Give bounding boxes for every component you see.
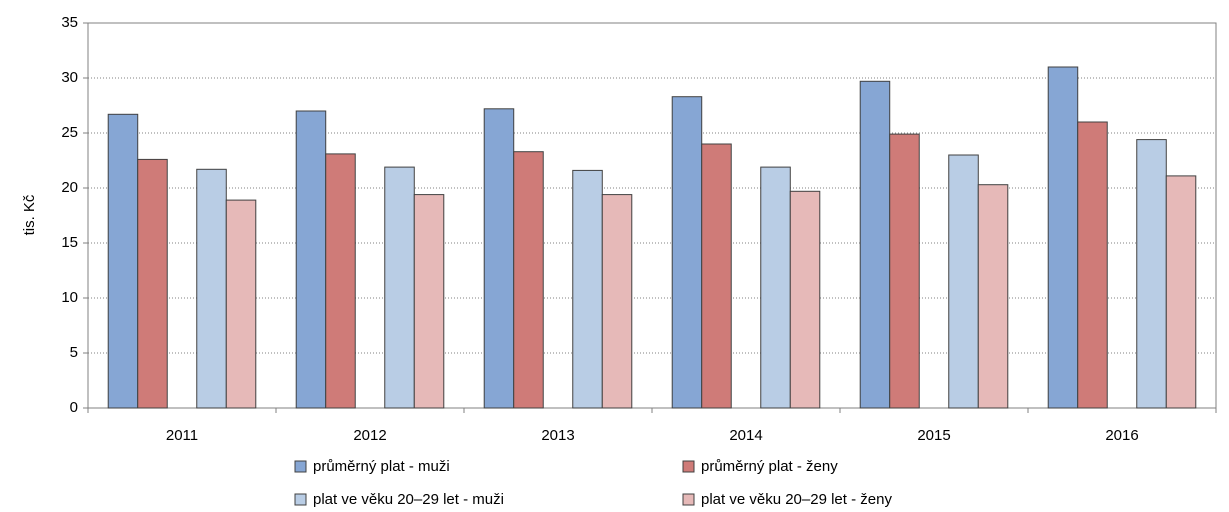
y-tick-label: 20 <box>61 179 78 196</box>
legend-swatch <box>682 493 695 506</box>
legend-label: plat ve věku 20–29 let - ženy <box>701 491 892 508</box>
x-tick-label: 2015 <box>917 427 950 444</box>
x-tick-label: 2014 <box>729 427 762 444</box>
bar <box>413 194 445 409</box>
bar <box>513 151 544 409</box>
x-tick-label: 2011 <box>166 427 198 444</box>
legend-label: průměrný plat - ženy <box>701 458 838 475</box>
y-tick-label: 35 <box>61 14 78 31</box>
bar <box>1077 121 1108 409</box>
bar <box>1047 66 1079 409</box>
bar <box>572 169 603 409</box>
legend-label: plat ve věku 20–29 let - muži <box>313 491 504 508</box>
y-tick-label: 30 <box>61 69 78 86</box>
bar <box>948 154 979 409</box>
bar <box>760 166 791 409</box>
y-axis-label: tis. Kč <box>21 194 38 235</box>
bar <box>295 110 327 409</box>
plot-border <box>87 22 1217 409</box>
bar <box>859 80 891 409</box>
bar <box>137 158 168 409</box>
bar <box>977 184 1009 409</box>
bar <box>1165 175 1197 409</box>
bar <box>384 166 415 409</box>
y-tick-label: 5 <box>70 344 78 361</box>
legend-swatch <box>682 460 695 473</box>
legend-swatch <box>294 493 307 506</box>
legend-label: průměrný plat - muži <box>313 458 450 475</box>
x-tick-label: 2012 <box>353 427 386 444</box>
bar <box>889 133 920 409</box>
y-tick-label: 10 <box>61 289 78 306</box>
bar <box>325 153 356 409</box>
x-tick-label: 2016 <box>1105 427 1138 444</box>
bar <box>225 199 257 409</box>
legend-swatch <box>294 460 307 473</box>
y-tick-label: 25 <box>61 124 78 141</box>
y-tick-label: 0 <box>70 399 78 416</box>
y-tick-label: 15 <box>61 234 78 251</box>
bar <box>196 168 227 409</box>
x-tick-label: 2013 <box>541 427 574 444</box>
bar <box>107 113 139 409</box>
bar <box>1136 139 1167 409</box>
bar <box>701 143 732 409</box>
bar <box>671 96 703 409</box>
bar <box>601 194 633 409</box>
bar <box>483 108 515 409</box>
bar <box>789 190 821 409</box>
